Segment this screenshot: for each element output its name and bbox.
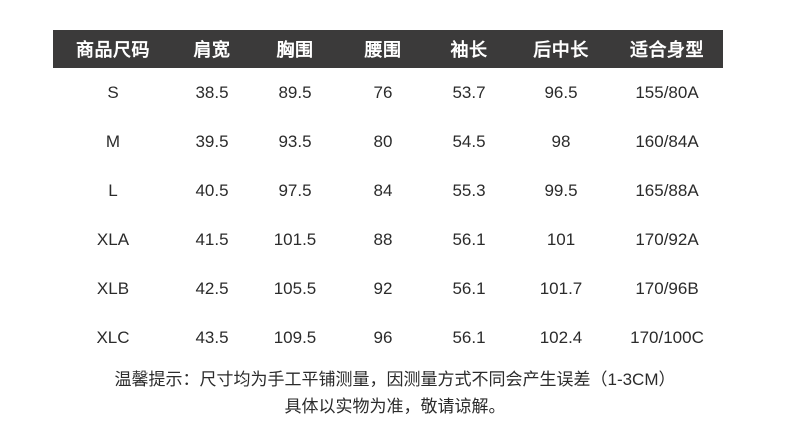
cell-size: XLA: [96, 229, 130, 249]
cell-fit: 155/80A: [635, 82, 699, 102]
cell-fit: 170/92A: [635, 229, 699, 249]
column-header-sleeve: 袖长: [450, 40, 488, 60]
table-row: S 38.5 89.5 76 53.7 96.5 155/80A: [53, 68, 723, 117]
cell-back-length: 101.7: [539, 278, 583, 298]
note-line-measurement-tolerance: 温馨提示：尺寸均为手工平铺测量，因测量方式不同会产生误差（1-3CM）: [114, 370, 676, 389]
column-header-back-length: 后中长: [533, 40, 589, 60]
table-body: S 38.5 89.5 76 53.7 96.5 155/80A M 39.5 …: [53, 68, 723, 362]
cell-sleeve: 54.5: [452, 131, 486, 151]
cell-shoulder: 38.5: [195, 82, 229, 102]
cell-bust: 89.5: [278, 82, 312, 102]
cell-size: S: [107, 82, 119, 102]
cell-waist: 92: [373, 278, 393, 298]
table-row: XLA 41.5 101.5 88 56.1 101 170/92A: [53, 215, 723, 264]
measurement-notes: 温馨提示：尺寸均为手工平铺测量，因测量方式不同会产生误差（1-3CM） 具体以实…: [0, 366, 790, 420]
cell-bust: 97.5: [278, 180, 312, 200]
cell-fit: 170/100C: [630, 327, 704, 347]
cell-bust: 105.5: [273, 278, 317, 298]
column-header-fit: 适合身型: [630, 40, 704, 60]
cell-shoulder: 40.5: [195, 180, 229, 200]
cell-shoulder: 39.5: [195, 131, 229, 151]
cell-back-length: 102.4: [539, 327, 583, 347]
cell-sleeve: 56.1: [452, 229, 486, 249]
cell-size: XLC: [96, 327, 130, 347]
cell-sleeve: 56.1: [452, 327, 486, 347]
column-header-shoulder: 肩宽: [193, 40, 231, 60]
cell-back-length: 98: [551, 131, 571, 151]
cell-size: L: [108, 180, 118, 200]
cell-fit: 160/84A: [635, 131, 699, 151]
table-row: XLC 43.5 109.5 96 56.1 102.4 170/100C: [53, 313, 723, 362]
cell-waist: 80: [373, 131, 393, 151]
cell-sleeve: 56.1: [452, 278, 486, 298]
cell-sleeve: 53.7: [452, 82, 486, 102]
cell-waist: 88: [373, 229, 393, 249]
cell-back-length: 99.5: [544, 180, 578, 200]
column-header-size: 商品尺码: [76, 40, 150, 60]
cell-waist: 96: [373, 327, 393, 347]
cell-size: XLB: [96, 278, 130, 298]
cell-back-length: 101: [546, 229, 576, 249]
cell-fit: 165/88A: [635, 180, 699, 200]
cell-waist: 84: [373, 180, 393, 200]
note-line-actual-product: 具体以实物为准，敬请谅解。: [284, 397, 506, 416]
cell-sleeve: 55.3: [452, 180, 486, 200]
cell-bust: 93.5: [278, 131, 312, 151]
cell-shoulder: 42.5: [195, 278, 229, 298]
table-row: L 40.5 97.5 84 55.3 99.5 165/88A: [53, 166, 723, 215]
cell-shoulder: 43.5: [195, 327, 229, 347]
cell-bust: 109.5: [273, 327, 317, 347]
cell-size: M: [105, 131, 121, 151]
cell-waist: 76: [373, 82, 393, 102]
cell-fit: 170/96B: [635, 278, 699, 298]
table-row: XLB 42.5 105.5 92 56.1 101.7 170/96B: [53, 264, 723, 313]
table-header: 商品尺码 肩宽 胸围 腰围 袖长 后中长 适合身型: [53, 30, 723, 68]
size-chart-table: 商品尺码 肩宽 胸围 腰围 袖长 后中长 适合身型 S 38.5 89.5 76…: [53, 30, 723, 362]
cell-bust: 101.5: [273, 229, 317, 249]
table-header-row: 商品尺码 肩宽 胸围 腰围 袖长 后中长 适合身型: [53, 30, 723, 68]
table-row: M 39.5 93.5 80 54.5 98 160/84A: [53, 117, 723, 166]
column-header-waist: 腰围: [364, 40, 402, 60]
cell-back-length: 96.5: [544, 82, 578, 102]
cell-shoulder: 41.5: [195, 229, 229, 249]
column-header-bust: 胸围: [276, 40, 314, 60]
